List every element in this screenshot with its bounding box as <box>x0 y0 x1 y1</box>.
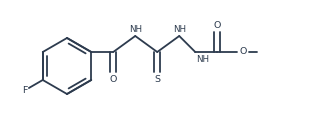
Text: O: O <box>214 20 221 29</box>
Text: NH: NH <box>173 25 186 34</box>
Text: NH: NH <box>129 25 142 34</box>
Text: O: O <box>240 48 247 56</box>
Text: O: O <box>109 74 117 84</box>
Text: S: S <box>154 74 160 84</box>
Text: F: F <box>22 86 27 95</box>
Text: NH: NH <box>196 55 209 65</box>
